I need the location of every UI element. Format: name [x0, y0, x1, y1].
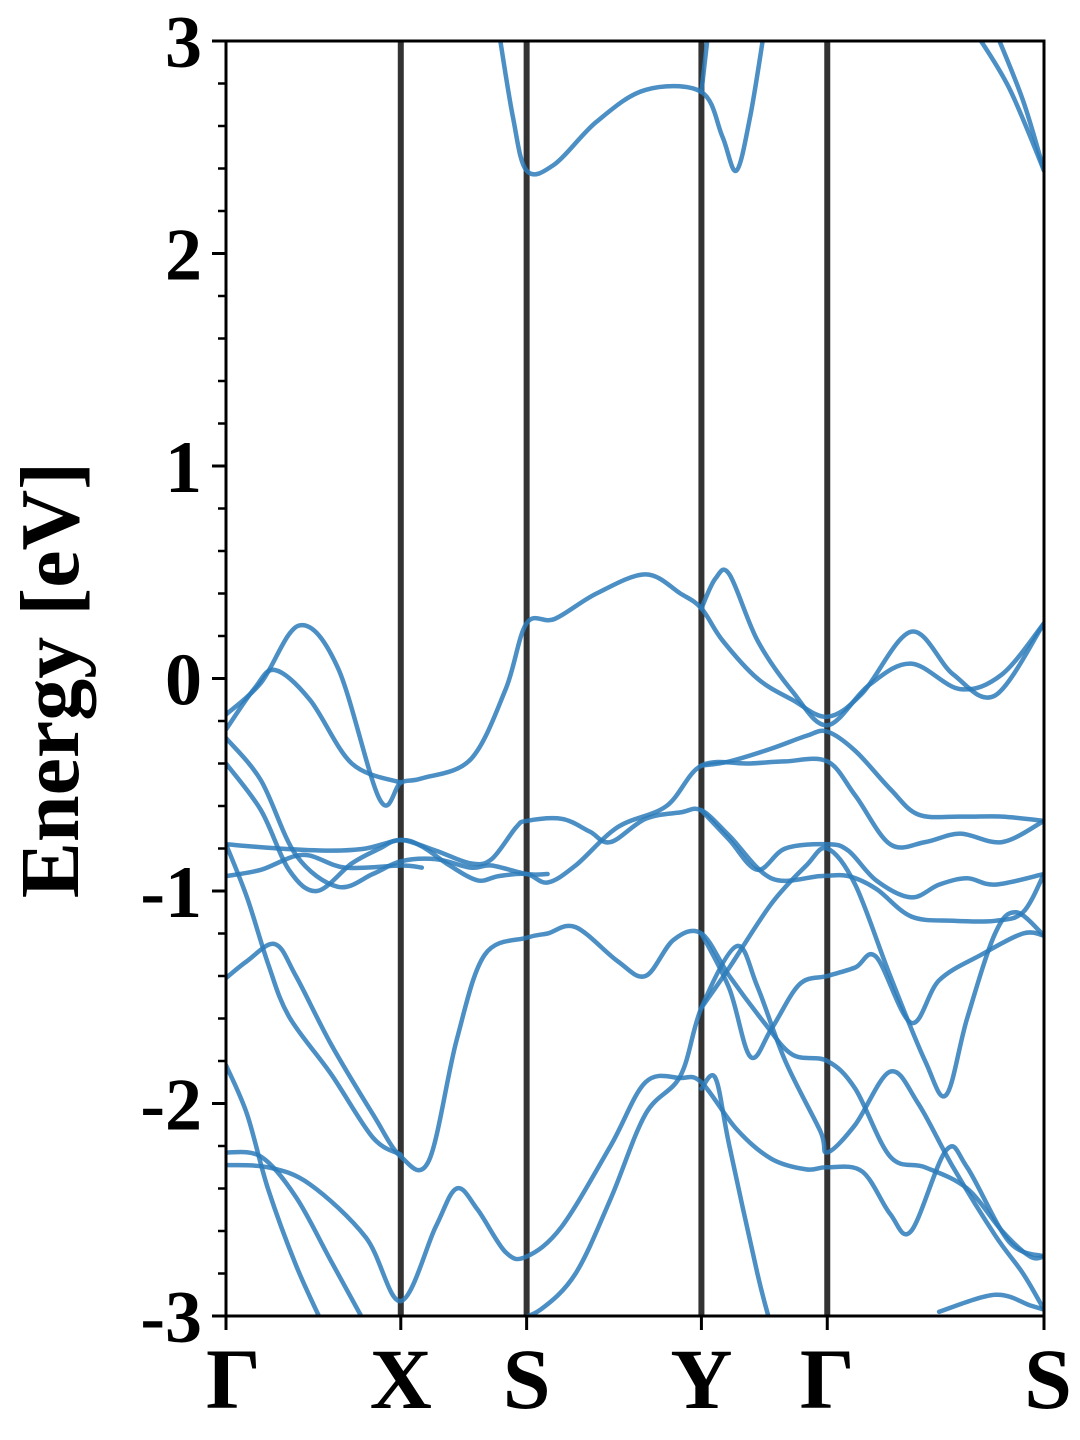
band-16: [520, 943, 1044, 1316]
y-tick-label: 3: [165, 2, 202, 84]
x-tick-label: Γ: [206, 1331, 261, 1427]
high-symmetry-lines: [397, 41, 831, 1316]
x-tick-label: S: [1024, 1331, 1072, 1427]
x-tick-label: Γ: [800, 1331, 855, 1427]
y-axis-ticks: -3 -2 -1 0 1 2 3: [140, 2, 226, 1359]
band-5: [226, 761, 1044, 924]
band-2: [226, 667, 404, 785]
band-14: [226, 1149, 364, 1316]
band-lines: [226, 41, 1044, 1316]
band-20: [498, 41, 765, 177]
band-18: [699, 1073, 771, 1316]
band-7: [226, 852, 425, 879]
band-22: [978, 41, 1044, 173]
y-tick-label: 1: [165, 427, 202, 509]
band-17: [699, 845, 1044, 1099]
plot-frame: [224, 39, 1046, 1318]
band-12: [699, 930, 1044, 1061]
band-15: [226, 1073, 1044, 1304]
band-23: [996, 41, 1044, 173]
band-4: [226, 735, 550, 890]
band-6: [226, 756, 1044, 885]
band-3: [699, 567, 1044, 728]
y-tick-label: -3: [140, 1277, 202, 1359]
y-tick-label: 0: [165, 640, 202, 722]
band-10: [226, 923, 1044, 1261]
y-axis-label: Energy [eV]: [4, 462, 97, 898]
band-13: [226, 1063, 322, 1316]
x-tick-label: Y: [670, 1331, 732, 1427]
x-tick-label: X: [370, 1331, 432, 1427]
y-tick-label: 2: [165, 215, 202, 297]
band-11: [226, 842, 404, 1157]
band-9: [699, 728, 1044, 824]
band-21: [699, 41, 710, 95]
band-1: [226, 572, 1044, 808]
y-tick-label: -2: [140, 1065, 202, 1147]
band-19: [936, 1292, 1044, 1315]
x-tick-label: S: [503, 1331, 551, 1427]
y-tick-label: -1: [140, 852, 202, 934]
band-8: [699, 808, 1044, 900]
